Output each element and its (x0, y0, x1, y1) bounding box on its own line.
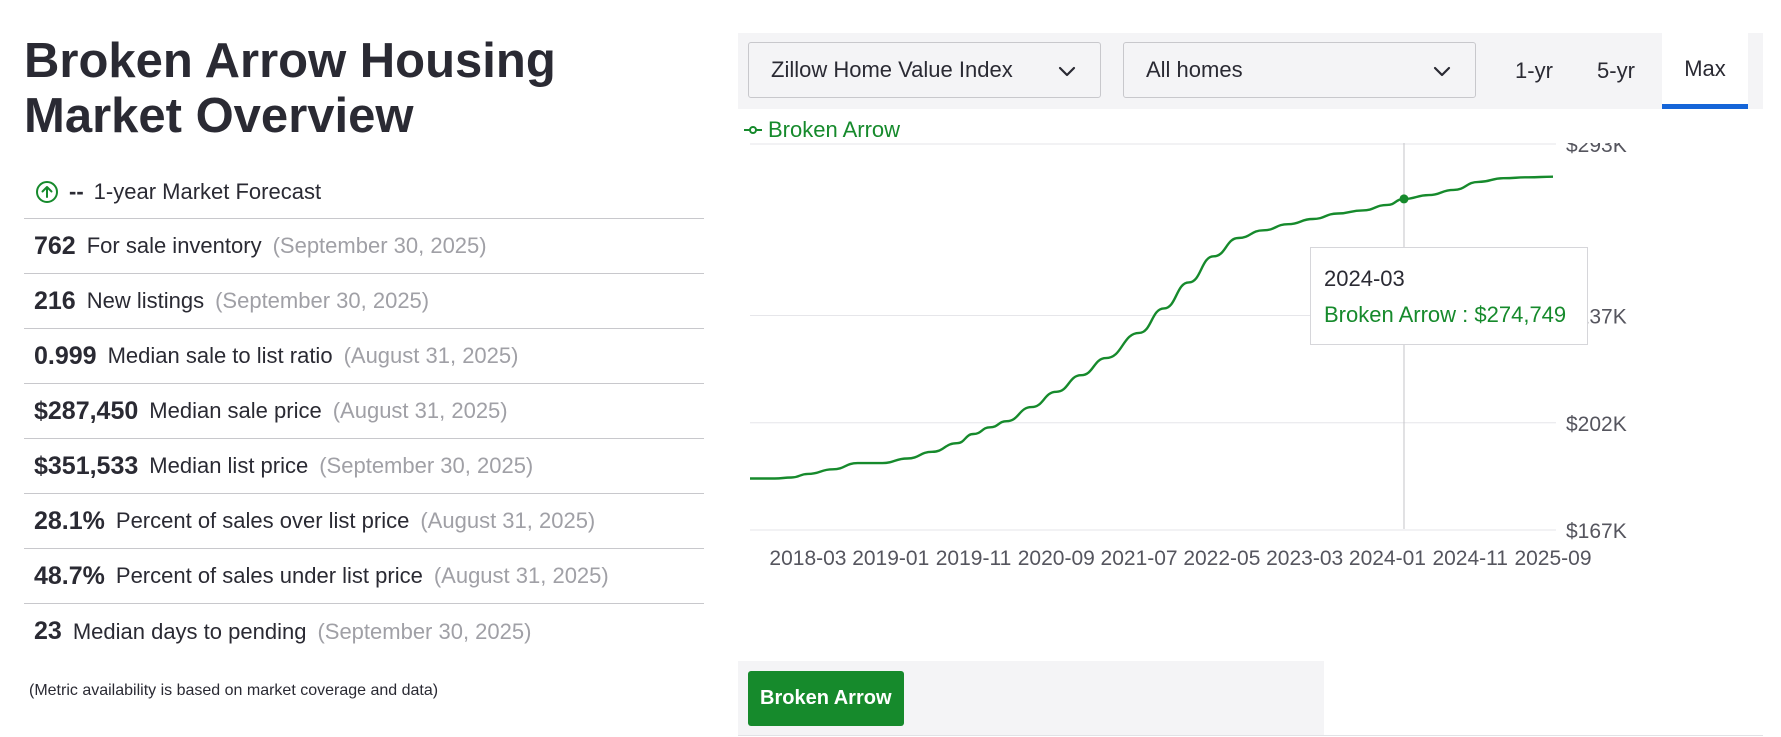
metric-date: (August 31, 2025) (433, 563, 609, 588)
metric-row: 0.999 Median sale to list ratio (August 31… (24, 329, 704, 384)
metric-label: Median list price (149, 453, 309, 478)
metric-row: $287,450 Median sale price (August 31, 202… (24, 384, 704, 439)
metric-row: 216 New listings (September 30, 2025) (24, 274, 704, 329)
metric-row: 762 For sale inventory (September 30, 2025… (24, 219, 704, 274)
x-tick-label: 2019-11 (936, 547, 1012, 570)
metric-row: 23 Median days to pending (September 30, 2… (24, 604, 704, 659)
y-tick-label: $167K (1566, 520, 1627, 543)
chart-legend[interactable]: Broken Arrow (744, 117, 900, 143)
metric-row: $351,533 Median list price (September 30, … (24, 439, 704, 494)
metric-label: New listings (86, 288, 205, 313)
metric-value: $287,450 (34, 396, 139, 425)
legend-label: Broken Arrow (768, 117, 901, 142)
metric-value: 0.999 (34, 341, 97, 370)
metric-label: Percent of sales over list price (115, 508, 410, 533)
metric-value: 48.7% (34, 561, 105, 590)
metric-date: (September 30, 2025) (317, 618, 532, 644)
chart-toolbar: Zillow Home Value Index All homes 1-yr 5… (738, 33, 1763, 109)
x-tick-label: 2023-03 (1266, 547, 1343, 570)
home-type-select-value: All homes (1146, 57, 1243, 82)
tab-max[interactable]: Max (1662, 33, 1748, 109)
metric-value: 762 (34, 231, 76, 260)
metric-date: (August 31, 2025) (343, 343, 519, 368)
x-tick-label: 2022-05 (1183, 547, 1260, 570)
forecast-row: -- 1-year Market Forecast (24, 165, 704, 219)
metric-date: (August 31, 2025) (420, 508, 596, 533)
chart-tooltip: 2024-03 Broken Arrow : $274,749 (1310, 247, 1588, 345)
metric-date: (September 30, 2025) (319, 453, 534, 478)
arrow-up-circle-icon (35, 180, 59, 204)
metric-label: For sale inventory (86, 233, 262, 258)
series-line-broken-arrow (750, 175, 1554, 480)
metric-label: Median sale price (149, 398, 322, 423)
metric-row: 28.1% Percent of sales over list price (Au… (24, 494, 704, 549)
y-tick-label: $293K (1566, 143, 1627, 157)
metric-label: Median days to pending (72, 618, 307, 644)
divider (738, 735, 1763, 736)
metrics-list: 762 For sale inventory (September 30, 2025… (24, 219, 704, 659)
metric-row: 48.7% Percent of sales under list price (A… (24, 549, 704, 604)
metric-date: (September 30, 2025) (215, 288, 430, 313)
highlight-point (1399, 194, 1409, 204)
metric-select-value: Zillow Home Value Index (771, 57, 1013, 82)
legend-line-icon (744, 126, 762, 134)
page-title: Broken Arrow Housing Market Overview (24, 34, 556, 143)
x-tick-label: 2021-07 (1101, 547, 1178, 570)
x-tick-label: 2024-01 (1349, 547, 1426, 570)
y-tick-label: $202K (1566, 413, 1627, 436)
forecast-value: -- (69, 178, 84, 204)
tab-5-yr[interactable]: 5-yr (1597, 58, 1635, 83)
x-tick-label: 2025-09 (1514, 547, 1591, 570)
x-tick-label: 2018-03 (769, 547, 846, 570)
series-chip-broken-arrow[interactable]: Broken Arrow (748, 671, 904, 726)
metric-value: 28.1% (34, 506, 105, 535)
x-tick-label: 2024-11 (1432, 547, 1508, 570)
metric-date: (September 30, 2025) (272, 233, 487, 258)
metric-label: Percent of sales under list price (115, 563, 423, 588)
tab-1-yr[interactable]: 1-yr (1515, 58, 1553, 83)
metric-select[interactable]: Zillow Home Value Index (748, 42, 1101, 98)
home-type-select[interactable]: All homes (1123, 42, 1476, 98)
chevron-down-icon (1058, 66, 1076, 77)
metric-label: Median sale to list ratio (107, 343, 333, 368)
metric-date: (August 31, 2025) (332, 398, 508, 423)
series-selector: Broken Arrow (738, 661, 1763, 736)
forecast-label: 1-year Market Forecast (93, 178, 322, 204)
x-tick-label: 2019-01 (852, 547, 929, 570)
x-tick-label: 2020-09 (1018, 547, 1095, 570)
metric-value: $351,533 (34, 451, 139, 480)
chevron-down-icon (1433, 66, 1451, 77)
metric-value: 216 (34, 286, 76, 315)
tooltip-date: 2024-03 (1324, 266, 1405, 291)
tooltip-value: Broken Arrow : $274,749 (1324, 302, 1567, 327)
metric-value: 23 (34, 617, 62, 645)
chart-panel: Zillow Home Value Index All homes 1-yr 5… (738, 33, 1763, 736)
coverage-note: (Metric availability is based on market … (29, 682, 439, 699)
